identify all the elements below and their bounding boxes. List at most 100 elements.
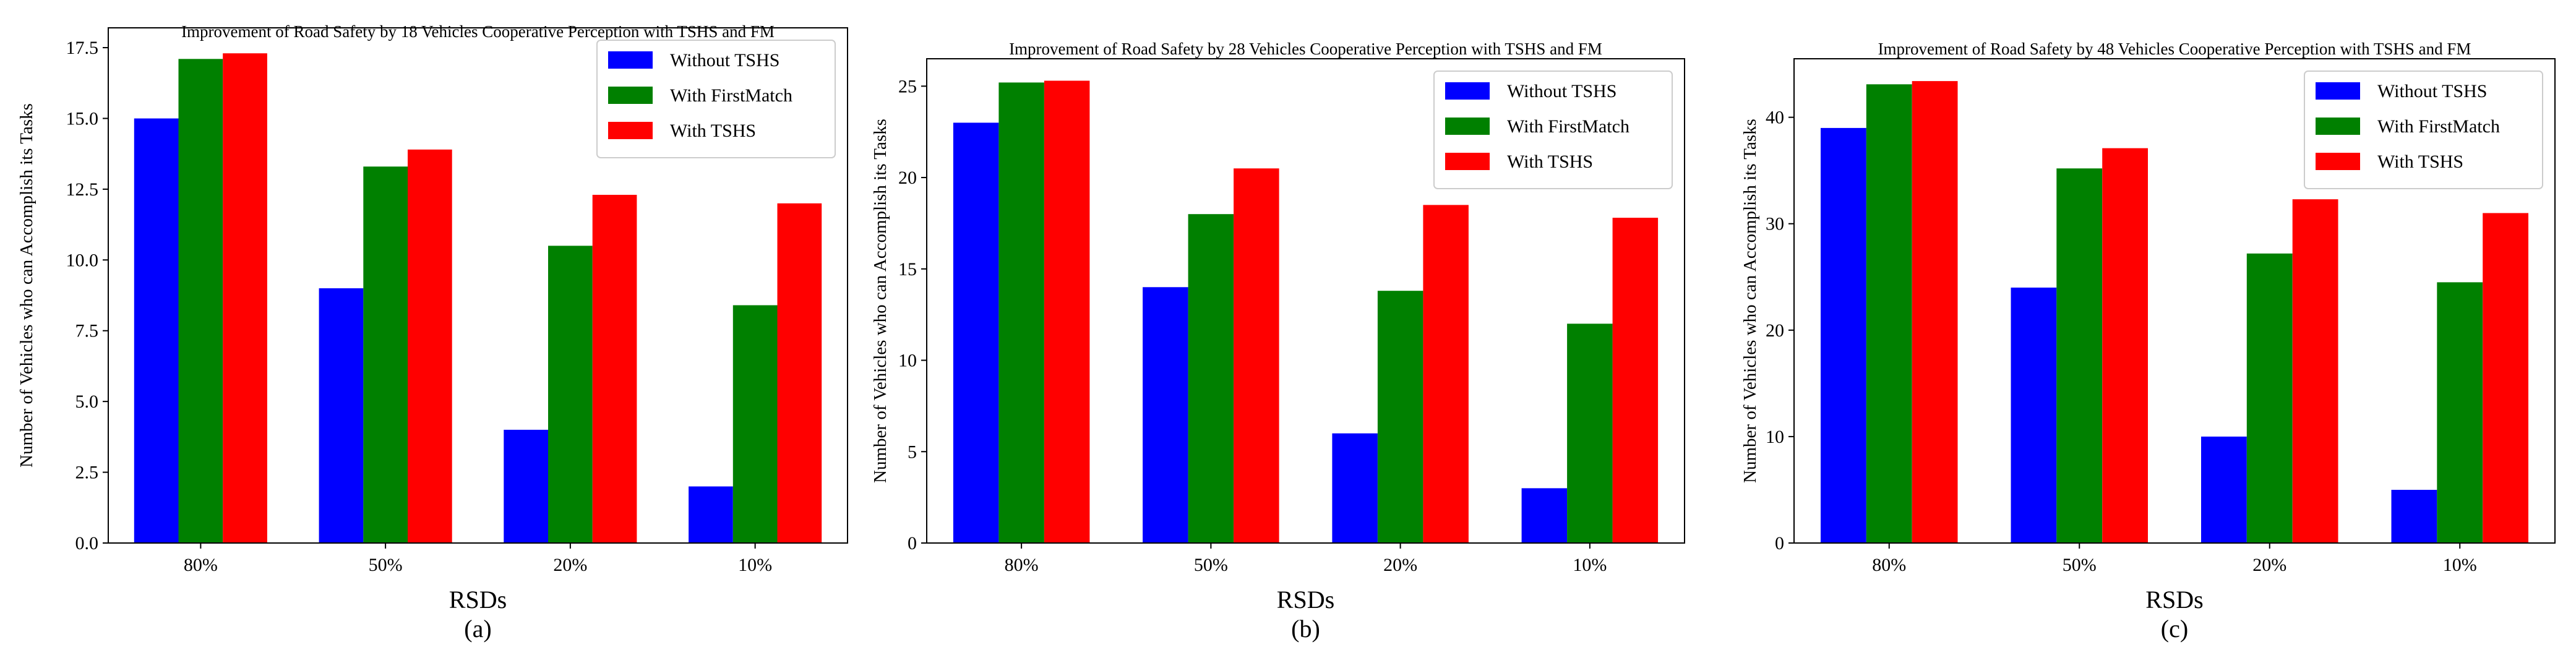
bar-without-tshs-3 [2201,436,2247,543]
bar-with-tshs-2 [1234,168,1279,543]
plot-frame [926,58,1685,544]
x-axis-label: RSDs [1277,586,1334,614]
legend: Without TSHS With FirstMatch With TSHS [596,40,836,158]
chart-panel-b: 0 5 10 15 20 25 80% 50% 20% 10% Improvement of Roa… [870,40,1685,643]
legend-label: With FirstMatch [1507,116,1629,137]
y-tick-label: 0.0 [75,533,99,554]
legend-box [596,40,836,158]
legend-label: With TSHS [1507,152,1593,172]
x-tick-label: 20% [2252,555,2286,575]
y-tick-label: 10 [898,351,917,371]
bar-with-firstmatch-3 [548,246,593,543]
bar-without-tshs-1 [134,118,179,543]
panel-caption: (b) [1291,615,1320,643]
y-tick-label: 20 [898,168,917,188]
bar-with-firstmatch-1 [178,59,223,544]
x-tick-label: 10% [2443,555,2477,575]
bar-with-tshs-3 [592,195,637,543]
bar-with-firstmatch-2 [1188,214,1234,543]
bar-with-tshs-1 [1044,80,1090,543]
legend-label: Without TSHS [2377,81,2487,101]
bar-with-tshs-4 [2483,213,2528,543]
legend-swatch [1445,82,1490,100]
bar-without-tshs-3 [1332,433,1378,543]
bar-without-tshs-4 [1521,488,1568,543]
x-axis-label: RSDs [2145,586,2203,614]
y-tick-label: 0 [908,533,917,554]
legend-label: Without TSHS [1507,81,1616,101]
y-tick-label: 10 [1766,427,1784,447]
bar-without-tshs-4 [2391,490,2437,543]
bar-with-firstmatch-1 [1866,84,1912,544]
bar-with-firstmatch-4 [732,305,778,543]
bar-without-tshs-1 [953,122,999,543]
legend-label: With TSHS [670,121,756,141]
x-tick-label: 80% [184,555,218,575]
legend-label: With FirstMatch [2377,116,2500,137]
bar-with-tshs-2 [2102,148,2148,544]
bar-with-tshs-1 [1912,81,1958,544]
y-tick-label: 17.5 [66,38,99,58]
bar-with-firstmatch-4 [2437,282,2483,543]
y-tick-label: 15 [898,259,917,280]
bar-with-tshs-4 [777,203,822,543]
legend-swatch [608,51,653,69]
bar-with-tshs-2 [408,149,452,544]
legend-swatch [2316,118,2360,135]
legend-swatch [1445,153,1490,170]
panel-caption: (c) [2161,615,2188,643]
plot-frame [1793,58,2556,544]
y-tick-label: 40 [1766,108,1784,128]
y-tick-label: 0 [1775,533,1784,554]
bar-without-tshs-3 [504,429,548,543]
y-tick-label: 7.5 [75,321,99,341]
plot-frame [108,27,848,544]
x-tick-label: 50% [2063,555,2097,575]
legend-swatch [2316,153,2360,170]
y-axis-label: Number of Vehicles who can Accomplish it… [870,119,890,483]
bar-without-tshs-2 [2011,288,2057,543]
bar-with-tshs-4 [1612,218,1659,544]
x-tick-label: 10% [1573,555,1607,575]
y-tick-label: 2.5 [75,463,99,483]
legend: Without TSHS With FirstMatch With TSHS [1433,71,1673,189]
x-tick-label: 50% [369,555,403,575]
bar-without-tshs-4 [689,486,733,543]
y-tick-label: 10.0 [66,250,99,270]
bar-with-firstmatch-3 [2246,253,2293,543]
y-tick-label: 5.0 [75,391,99,412]
chart-title: Improvement of Road Safety by 48 Vehicle… [1878,40,2471,58]
y-tick-label: 12.5 [66,179,99,200]
x-tick-label: 20% [553,555,587,575]
legend-swatch [608,87,653,104]
y-tick-label: 5 [908,442,917,462]
legend-label: Without TSHS [670,50,779,71]
bar-without-tshs-2 [1143,287,1188,543]
x-tick-label: 80% [1005,555,1039,575]
legend-label: With TSHS [2377,152,2463,172]
y-tick-label: 15.0 [66,108,99,129]
bar-with-firstmatch-2 [2056,168,2103,543]
chart-panel-c: 0 10 20 30 40 80% 50% 20% 10% Improvement of Road… [1740,40,2556,643]
bar-with-tshs-3 [2292,199,2338,543]
bar-with-firstmatch-3 [1377,291,1423,543]
legend-swatch [1445,118,1490,135]
chart-panel-a: 0.0 2.5 5.0 7.5 10.0 12.5 15.0 17.5 80% 50% 20% 10%… [17,22,848,643]
legend-swatch [608,122,653,139]
chart-title: Improvement of Road Safety by 28 Vehicle… [1009,40,1602,58]
legend: Without TSHS With FirstMatch With TSHS [2304,71,2543,189]
x-tick-label: 20% [1383,555,1417,575]
y-tick-label: 30 [1766,214,1784,234]
x-tick-label: 80% [1872,555,1906,575]
bar-without-tshs-1 [1821,127,1866,543]
panel-caption: (a) [464,615,491,643]
x-axis-label: RSDs [449,586,507,614]
bar-with-tshs-1 [223,53,267,543]
bar-with-firstmatch-1 [998,82,1044,543]
bar-with-firstmatch-2 [363,166,408,543]
x-tick-label: 50% [1194,555,1228,575]
y-axis-label: Number of Vehicles who can Accomplish it… [17,103,36,468]
bar-with-firstmatch-4 [1567,323,1613,543]
legend-label: With FirstMatch [670,85,792,106]
